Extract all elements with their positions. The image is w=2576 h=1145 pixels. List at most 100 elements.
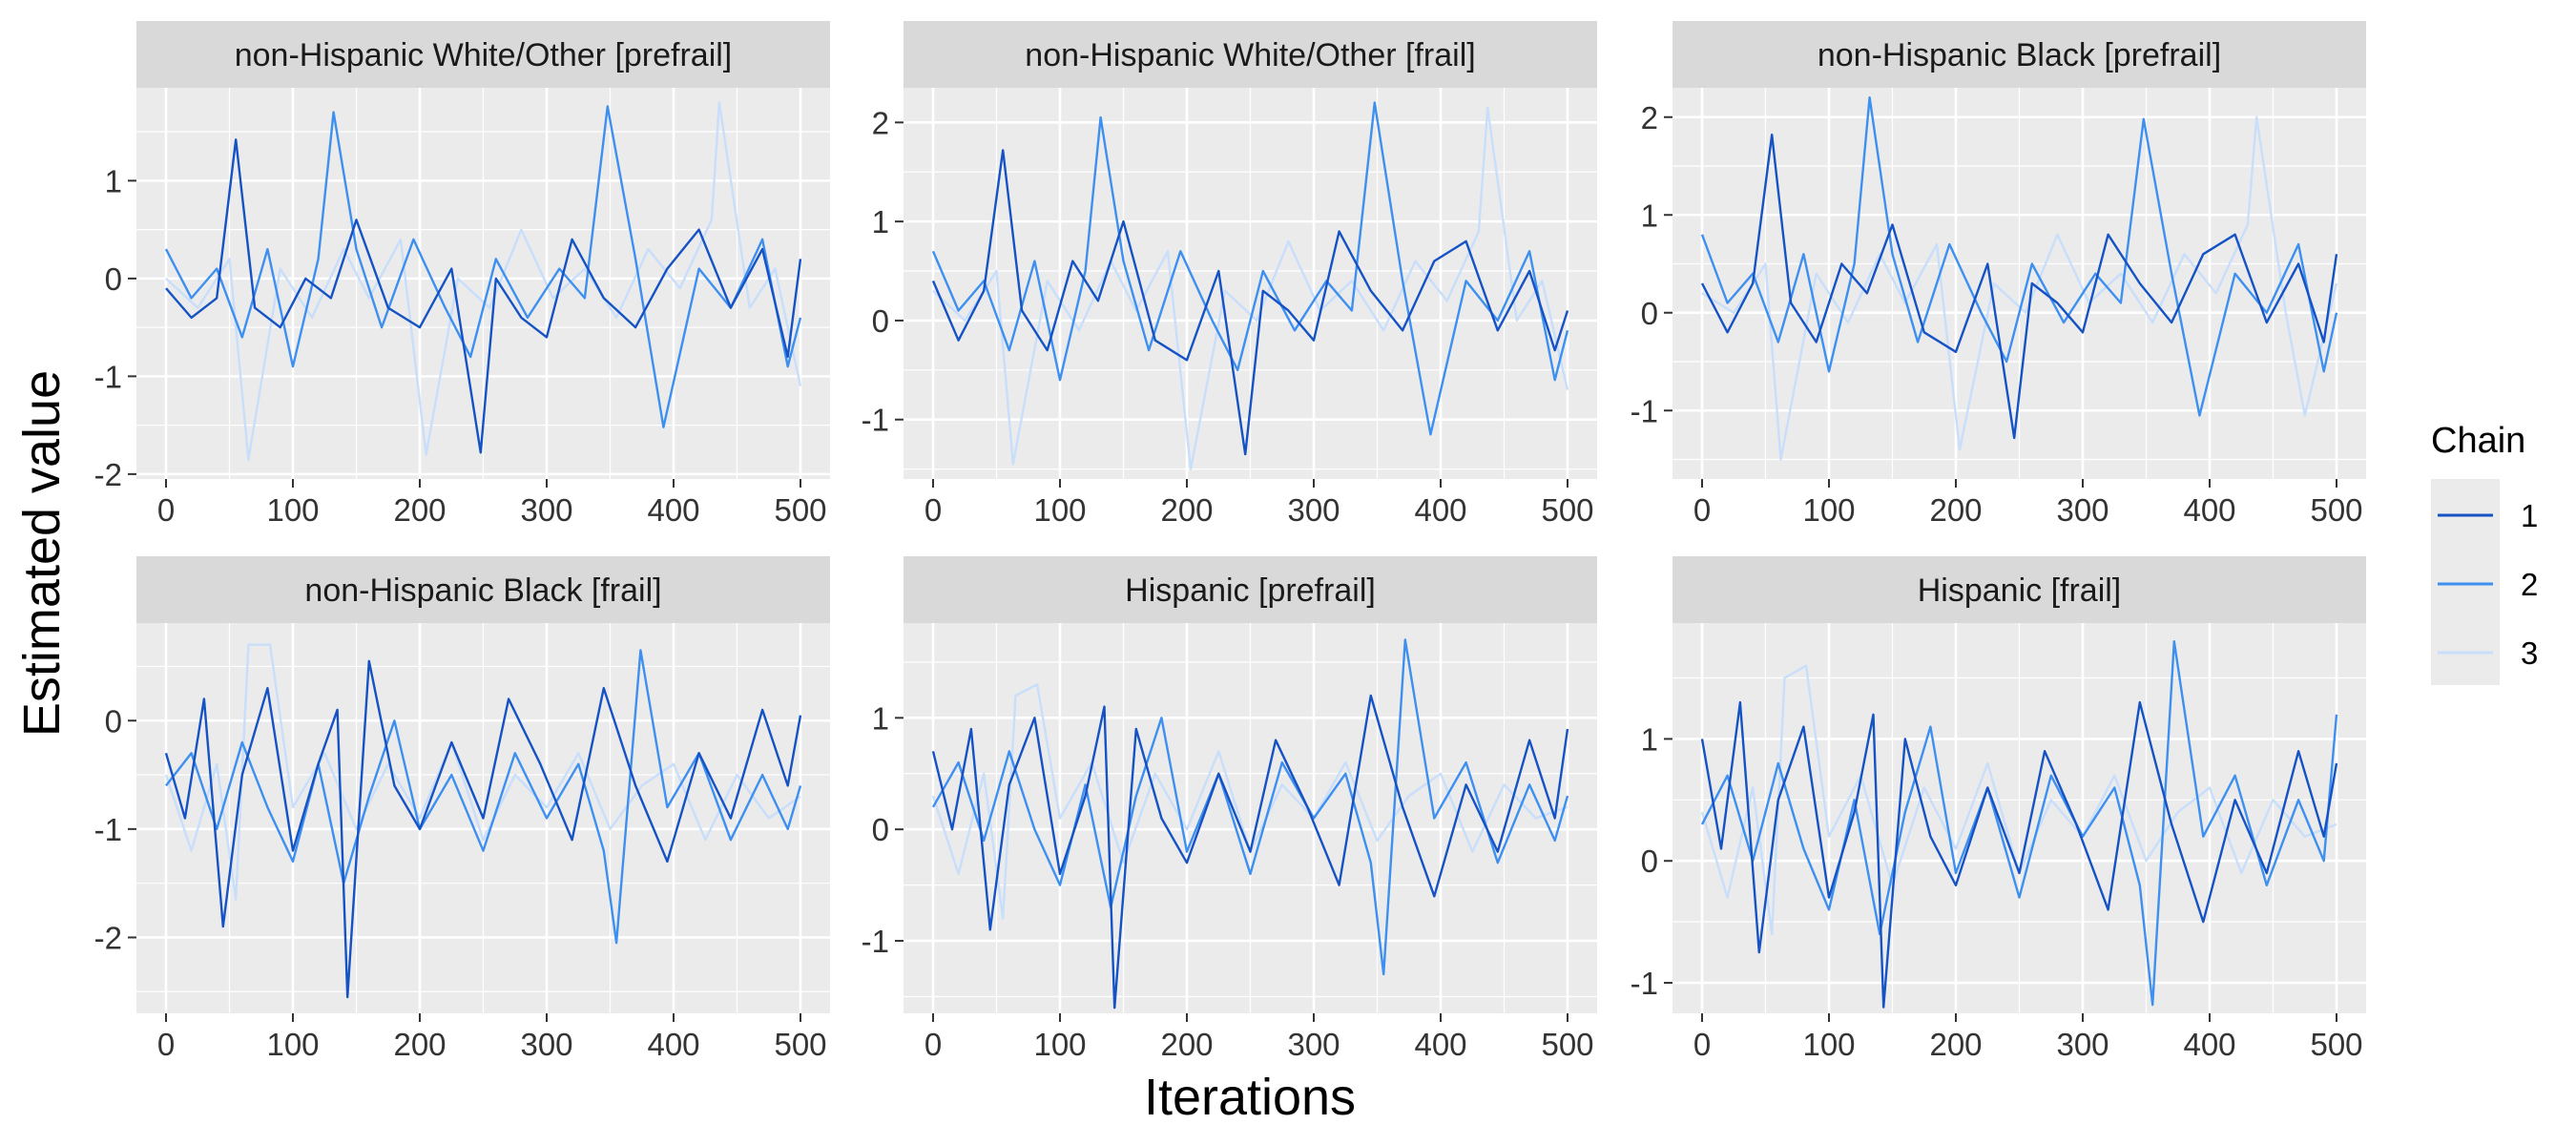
- trace-line-chain-2: [164, 105, 802, 428]
- legend-label: 2: [2521, 567, 2538, 602]
- strip-title: non-Hispanic Black [prefrail]: [1818, 37, 2221, 73]
- x-tick-label: 400: [2183, 1027, 2235, 1062]
- x-tick-label: 400: [2183, 492, 2235, 528]
- x-tick-label: 100: [1033, 492, 1086, 528]
- x-tick-label: 400: [647, 1027, 699, 1062]
- trace-line-chain-3: [165, 101, 802, 461]
- facet-panel: non-Hispanic White/Other [prefrail] 0 100 2…: [94, 21, 830, 528]
- x-tick-label: 500: [1541, 492, 1593, 528]
- x-tick-label: 200: [393, 1027, 446, 1062]
- y-tick-label: -1: [862, 924, 889, 959]
- y-tick-label: 2: [872, 105, 889, 140]
- x-tick-label: 200: [1929, 1027, 1982, 1062]
- facet-panel: non-Hispanic Black [prefrail] 0 100 200 300 4…: [1631, 21, 2366, 528]
- y-tick-label: -2: [94, 920, 122, 955]
- y-tick-label: 2: [1641, 100, 1658, 135]
- legend-label: 3: [2521, 635, 2538, 671]
- strip-title: non-Hispanic White/Other [prefrail]: [235, 37, 733, 73]
- strip-background: [136, 556, 830, 623]
- x-tick-label: 300: [520, 1027, 572, 1062]
- y-tick-label: 1: [1641, 198, 1658, 233]
- x-tick-label: 200: [393, 492, 446, 528]
- x-tick-label: 300: [1287, 492, 1340, 528]
- strip-background: [904, 556, 1597, 623]
- x-tick-label: 500: [2310, 492, 2362, 528]
- x-tick-label: 300: [2056, 492, 2109, 528]
- y-tick-label: -1: [862, 403, 889, 438]
- y-tick-label: -1: [1631, 966, 1658, 1001]
- x-tick-label: 300: [2056, 1027, 2109, 1062]
- x-tick-label: 500: [774, 492, 826, 528]
- x-tick-label: 200: [1160, 1027, 1213, 1062]
- strip-title: Hispanic [prefrail]: [1125, 572, 1376, 609]
- trace-line-chain-1: [1700, 133, 2338, 440]
- trace-line-chain-1: [931, 694, 1569, 1010]
- y-axis-title: Estimated value: [13, 370, 71, 737]
- y-tick-label: -1: [94, 812, 122, 847]
- strip-title: Hispanic [frail]: [1918, 572, 2122, 609]
- legend-label: 1: [2521, 498, 2538, 533]
- facet-panel: non-Hispanic White/Other [frail] 0 100 200 3…: [862, 21, 1597, 528]
- trace-line-chain-2: [931, 638, 1569, 976]
- legend: Chain 1 2 3: [2431, 421, 2538, 685]
- y-tick-label: -1: [94, 359, 122, 394]
- x-tick-label: 200: [1929, 492, 1982, 528]
- y-tick-label: 0: [105, 261, 122, 297]
- x-axis-title: Iterations: [1144, 1069, 1356, 1126]
- y-tick-label: 1: [105, 163, 122, 198]
- trace-line-chain-3: [1700, 664, 2337, 936]
- x-tick-label: 200: [1160, 492, 1213, 528]
- y-tick-label: 1: [872, 700, 889, 736]
- y-tick-label: 0: [105, 703, 122, 739]
- x-tick-label: 0: [924, 492, 942, 528]
- y-tick-label: -2: [94, 457, 122, 492]
- trace-line-chain-1: [164, 659, 802, 999]
- trace-line-chain-3: [931, 683, 1568, 920]
- y-tick-label: -1: [1631, 393, 1658, 428]
- x-tick-label: 0: [1693, 492, 1711, 528]
- trace-line-chain-3: [1701, 115, 2338, 461]
- y-tick-label: 0: [1641, 296, 1658, 331]
- facet-panel: Hispanic [prefrail] 0 100 200 300 400 500 -1 0 1: [862, 556, 1597, 1062]
- strip-background: [904, 21, 1597, 88]
- x-tick-label: 100: [1033, 1027, 1086, 1062]
- x-tick-label: 500: [1541, 1027, 1593, 1062]
- strip-background: [136, 21, 830, 88]
- strip-title: non-Hispanic Black [frail]: [304, 572, 661, 609]
- strip-background: [1672, 556, 2366, 623]
- x-tick-label: 400: [1414, 1027, 1466, 1062]
- x-tick-label: 400: [1414, 492, 1466, 528]
- trace-line-chain-2: [1700, 640, 2338, 1007]
- trace-line-chain-1: [931, 149, 1569, 456]
- x-tick-label: 0: [1693, 1027, 1711, 1062]
- x-tick-label: 0: [157, 1027, 175, 1062]
- trace-line-chain-1: [165, 138, 802, 454]
- y-tick-label: 0: [872, 303, 889, 339]
- y-tick-label: 1: [872, 204, 889, 239]
- strip-title: non-Hispanic White/Other [frail]: [1025, 37, 1475, 73]
- facet-panel: Hispanic [frail] 0 100 200 300 400 500 -1 0 1: [1631, 556, 2366, 1062]
- x-tick-label: 400: [647, 492, 699, 528]
- trace-line-chain-2: [1700, 95, 2338, 417]
- facet-panel: non-Hispanic Black [frail] 0 100 200 300 400 5…: [94, 556, 830, 1062]
- x-tick-label: 300: [1287, 1027, 1340, 1062]
- strip-background: [1672, 21, 2366, 88]
- facet-panels: non-Hispanic White/Other [prefrail]0 100 2…: [94, 21, 2366, 1062]
- y-tick-label: 0: [1641, 843, 1658, 879]
- x-tick-label: 100: [266, 1027, 319, 1062]
- legend-key-background: [2431, 479, 2500, 685]
- legend-title: Chain: [2431, 421, 2525, 461]
- y-tick-label: 0: [872, 812, 889, 847]
- y-tick-label: 1: [1641, 721, 1658, 757]
- x-tick-label: 100: [1802, 492, 1855, 528]
- x-tick-label: 100: [1802, 1027, 1855, 1062]
- trace-line-chain-2: [931, 101, 1569, 436]
- trace-line-chain-3: [932, 106, 1569, 470]
- x-tick-label: 100: [266, 492, 319, 528]
- x-tick-label: 300: [520, 492, 572, 528]
- x-tick-label: 500: [774, 1027, 826, 1062]
- x-tick-label: 0: [924, 1027, 942, 1062]
- x-tick-label: 0: [157, 492, 175, 528]
- trace-line-chain-1: [1700, 700, 2338, 1009]
